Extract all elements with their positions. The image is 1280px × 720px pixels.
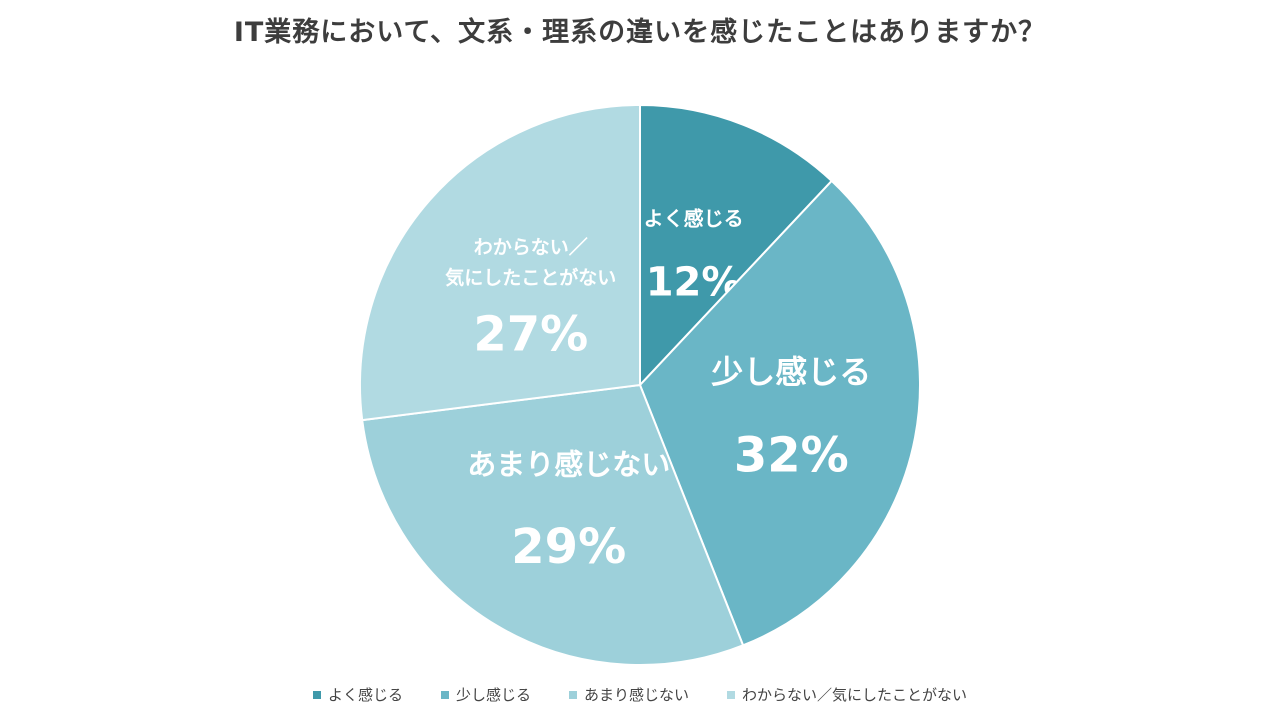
legend-item: わからない／気にしたことがない	[727, 684, 967, 705]
legend-label: よく感じる	[327, 686, 403, 704]
pie-slice	[639, 103, 834, 388]
pie-slice	[361, 383, 745, 666]
slice-value-label: 27%	[473, 306, 588, 362]
slice-value-label: 32%	[734, 427, 849, 483]
legend: よく感じる 少し感じる あまり感じない わからない／気にしたことがない	[0, 684, 1280, 705]
slice-name-label: わからない／	[474, 236, 588, 259]
legend-swatch	[727, 690, 736, 699]
chart-title: IT業務において、文系・理系の違いを感じたことはありますか？	[233, 17, 1047, 48]
slice-name-label: あまり感じない	[467, 448, 670, 482]
legend-item: あまり感じない	[569, 684, 689, 705]
pie-slice	[638, 179, 921, 647]
legend-label: 少し感じる	[455, 686, 531, 704]
legend-swatch	[312, 690, 321, 699]
legend-label: あまり感じない	[584, 686, 690, 704]
legend-item: よく感じる	[312, 684, 403, 705]
slice-value-label: 29%	[511, 519, 626, 575]
slice-name-label: 少し感じる	[711, 353, 871, 391]
slice-name-label: よく感じる	[644, 207, 744, 231]
legend-swatch	[569, 690, 577, 699]
pie-slice	[359, 103, 641, 422]
slice-name-label: 気にしたことがない	[445, 266, 616, 289]
legend-swatch	[440, 690, 449, 699]
legend-label: わからない／気にしたことがない	[742, 686, 968, 704]
legend-item: 少し感じる	[440, 684, 531, 705]
